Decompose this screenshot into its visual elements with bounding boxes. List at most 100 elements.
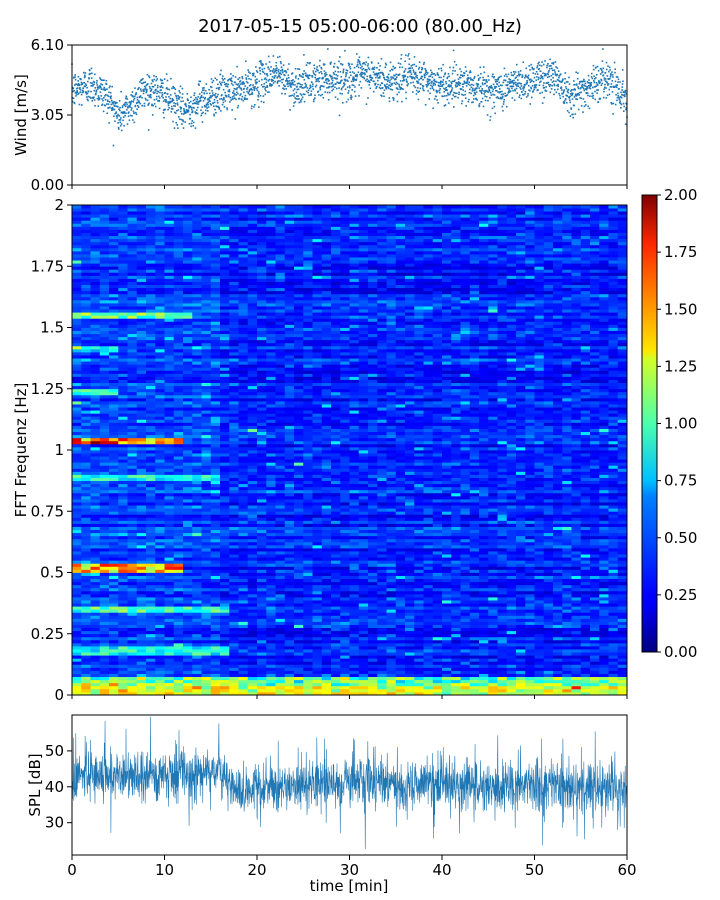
spectrogram-cell	[136, 590, 147, 595]
wind-point	[232, 84, 234, 86]
wind-point	[366, 75, 369, 78]
spectrogram-cell	[284, 664, 295, 668]
spectrogram-cell	[377, 667, 387, 671]
spectrogram-cell	[109, 603, 119, 607]
spectrogram-cell	[590, 609, 600, 613]
wind-point	[582, 80, 585, 83]
wind-point	[548, 75, 551, 78]
spectrogram-cell	[590, 642, 600, 647]
spectrogram-cell	[479, 587, 489, 592]
spectrogram-cell	[238, 667, 249, 671]
wind-point	[509, 80, 511, 83]
spectrogram-cell	[368, 606, 378, 610]
wind-point	[196, 98, 199, 101]
wind-point	[147, 94, 149, 97]
spectrogram-cell	[432, 670, 443, 674]
wind-point	[268, 68, 270, 70]
spectrogram-cell	[220, 578, 230, 583]
spectrogram-cell	[368, 572, 378, 576]
wind-point	[596, 92, 598, 94]
wind-point	[155, 95, 158, 98]
spectrogram-cell	[81, 600, 91, 604]
wind-point	[147, 129, 150, 131]
spectrogram-cell	[469, 609, 480, 613]
wind-point	[512, 89, 514, 92]
spectrogram-cell	[192, 612, 202, 616]
wind-point	[195, 109, 198, 111]
wind-point	[152, 104, 154, 107]
wind-point	[124, 105, 127, 108]
spectrogram-cell	[525, 670, 535, 674]
spectrogram-cell	[423, 649, 434, 653]
wind-point	[151, 85, 154, 88]
wind-point	[460, 74, 462, 76]
spectrogram-cell	[432, 600, 443, 604]
spectrogram-cell	[506, 664, 517, 668]
spectrogram-cell	[136, 655, 147, 659]
spectrogram-cell	[442, 627, 452, 632]
wind-point	[556, 84, 558, 87]
spectrogram-cell	[303, 667, 313, 671]
spectrogram-cell	[127, 642, 138, 647]
wind-point	[424, 103, 427, 106]
wind-point	[611, 103, 613, 105]
wind-point	[614, 68, 617, 71]
wind-point	[74, 78, 77, 81]
wind-point	[116, 114, 119, 117]
wind-point	[230, 73, 232, 75]
wind-point	[128, 111, 130, 114]
spectrogram-cell	[460, 590, 471, 595]
spectrogram-cell	[451, 646, 461, 650]
wind-point	[373, 66, 376, 69]
wind-point	[394, 66, 397, 69]
wind-point	[278, 72, 281, 75]
spectrogram-cell	[257, 609, 267, 613]
spectrogram-cell	[386, 621, 397, 625]
spectrogram-cell	[312, 584, 323, 589]
wind-point	[590, 72, 593, 75]
wind-point	[428, 98, 431, 100]
wind-point	[615, 86, 618, 89]
spectrogram-cell	[340, 612, 350, 616]
wind-point	[76, 91, 79, 94]
spectrogram-cell	[469, 658, 480, 662]
wind-point	[219, 98, 221, 100]
spectrogram-cell	[497, 603, 508, 607]
spectrogram-cell	[516, 688, 526, 693]
spectrogram-cell	[386, 615, 397, 619]
spectrogram-cell	[229, 630, 239, 635]
wind-point	[453, 80, 456, 83]
wind-point	[288, 63, 290, 65]
wind-point	[77, 93, 79, 96]
wind-point	[482, 76, 484, 79]
spectrogram-cell	[590, 649, 600, 653]
wind-point	[222, 99, 224, 101]
spectrogram-cell	[497, 597, 508, 601]
spectrogram-cell	[479, 609, 489, 613]
spectrogram-cell	[525, 676, 535, 681]
spectrogram-cell	[90, 572, 101, 576]
wind-point	[398, 83, 400, 86]
wind-point	[287, 85, 289, 88]
wind-point	[114, 112, 116, 115]
wind-point	[514, 77, 517, 79]
wind-point	[425, 83, 428, 86]
wind-point	[280, 69, 282, 72]
spectrogram-cell	[303, 676, 313, 681]
wind-point	[93, 83, 95, 86]
wind-point	[232, 90, 235, 92]
wind-point	[258, 80, 261, 83]
spectrogram-cell	[303, 624, 313, 629]
spectrogram-cell	[164, 649, 175, 653]
spectrogram-cell	[506, 679, 517, 684]
wind-point	[291, 80, 293, 82]
wind-point	[83, 76, 86, 79]
spectrogram-cell	[414, 661, 424, 665]
spectrogram-cell	[266, 661, 276, 665]
spectrogram-cell	[377, 587, 387, 592]
wind-point	[566, 110, 569, 112]
wind-point	[265, 78, 268, 81]
spectrogram-cell	[423, 682, 434, 687]
wind-point	[469, 71, 472, 74]
wind-point	[383, 76, 386, 79]
